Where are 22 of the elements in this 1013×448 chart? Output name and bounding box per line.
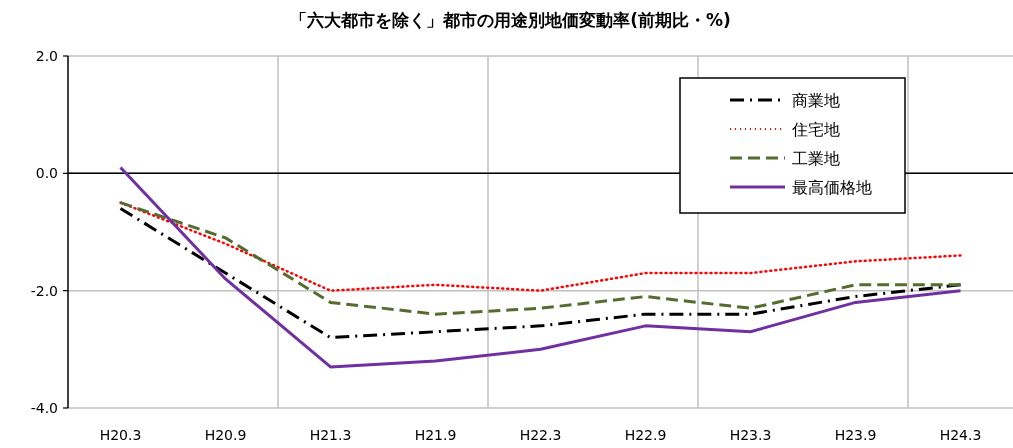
x-tick-label: H23.3 bbox=[729, 427, 772, 443]
y-tick-label: 0.0 bbox=[35, 165, 58, 182]
legend-label: 工業地 bbox=[792, 149, 840, 168]
x-tick-label: H22.3 bbox=[519, 427, 562, 443]
x-tick-label: H20.3 bbox=[99, 427, 142, 443]
line-series bbox=[119, 201, 962, 292]
chart-title: 「六大都市を除く」都市の用途別地価変動率(前期比・%) bbox=[290, 10, 731, 30]
line-series bbox=[119, 165, 962, 369]
legend-label: 最高価格地 bbox=[792, 178, 872, 197]
x-tick-label: H22.9 bbox=[624, 427, 667, 443]
legend-label: 住宅地 bbox=[791, 120, 840, 139]
y-tick-label: -4.0 bbox=[30, 400, 58, 416]
legend-label: 商業地 bbox=[792, 91, 840, 110]
y-tick-label: 2.0 bbox=[35, 48, 58, 64]
x-tick-label: H23.9 bbox=[834, 427, 877, 443]
x-tick-label: H21.3 bbox=[309, 427, 352, 443]
x-tick-label: H24.3 bbox=[939, 427, 982, 443]
y-tick-label: -2.0 bbox=[30, 282, 58, 299]
line-series bbox=[119, 207, 962, 340]
x-tick-label: H21.9 bbox=[414, 427, 457, 443]
x-tick-label: H20.9 bbox=[204, 427, 247, 443]
line-series bbox=[119, 201, 962, 316]
